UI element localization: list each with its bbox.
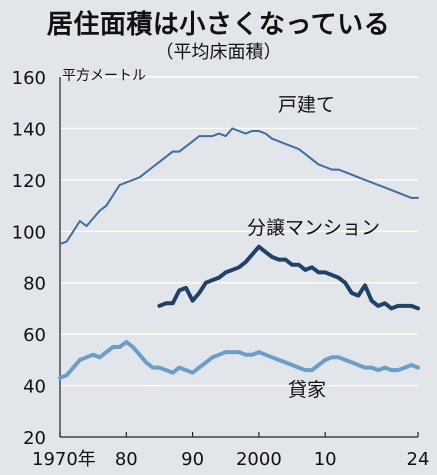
y-tick-label: 120 (12, 171, 46, 192)
x-tick-label: 24 (407, 449, 430, 470)
x-tick-labels: 1970年 80 90 2000 10 24 (32, 449, 429, 470)
chart-subtitle: （平均床面積） (155, 42, 282, 63)
y-axis-unit-label: 平方メートル (62, 68, 146, 84)
x-tick-label: 10 (314, 449, 337, 470)
y-tick-label: 100 (12, 222, 46, 243)
chart-title: 居住面積は小さくなっている (46, 10, 391, 40)
line-detached-house (59, 127, 419, 246)
series-lines (58, 127, 420, 380)
y-tick-label: 60 (23, 325, 46, 346)
line-condominium (157, 244, 420, 311)
series-label-detached-house: 戸建て (278, 94, 335, 116)
x-tick-label: 2000 (236, 449, 282, 470)
x-tick-label: 1970年 (32, 449, 96, 470)
series-label-condominium: 分譲マンション (247, 217, 380, 239)
y-tick-label: 140 (12, 119, 46, 140)
x-tick-label: 90 (181, 449, 204, 470)
series-label-rental: 貸家 (288, 379, 326, 401)
y-tick-label: 80 (23, 274, 46, 295)
y-tick-label: 20 (23, 428, 46, 449)
line-rental (58, 339, 420, 380)
y-tick-labels: 20 40 60 80 100 120 140 160 (12, 68, 46, 449)
x-tick-label: 80 (115, 449, 138, 470)
y-tick-label: 40 (23, 377, 46, 398)
y-tick-label: 160 (12, 68, 46, 89)
